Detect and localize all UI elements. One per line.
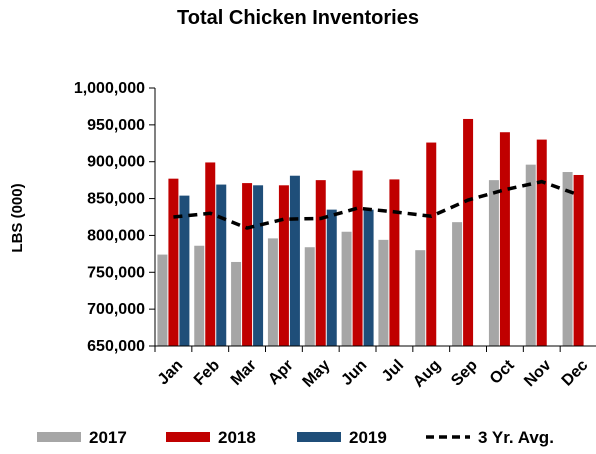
legend-swatch-2018 <box>166 432 210 442</box>
legend-label: 2018 <box>218 428 256 447</box>
legend: 2017 2018 2019 3 Yr. Avg. <box>37 428 554 447</box>
bar-2019-Mar <box>253 185 264 346</box>
bar-2017-Jun <box>341 231 352 346</box>
bar-2017-Sep <box>452 222 463 346</box>
x-tick-label: May <box>300 357 334 391</box>
y-tick-label: 900,000 <box>87 154 145 171</box>
bar-2018-Apr <box>278 185 289 346</box>
legend-label: 2017 <box>89 428 127 447</box>
y-tick-label: 650,000 <box>87 338 145 355</box>
bar-2018-Jun <box>352 170 363 346</box>
bar-2018-Aug <box>426 142 437 346</box>
bar-2017-Jul <box>378 239 389 346</box>
bar-2018-Mar <box>242 183 253 346</box>
legend-label: 3 Yr. Avg. <box>478 428 554 447</box>
legend-label: 2019 <box>349 428 387 447</box>
x-tick-label: Nov <box>521 357 554 390</box>
y-tick-label: 950,000 <box>87 117 145 134</box>
bar-2017-Aug <box>415 250 426 346</box>
x-tick-label: Feb <box>191 357 223 389</box>
legend-swatch-2017 <box>37 432 81 442</box>
bar-2017-Nov <box>525 164 536 346</box>
bar-2018-Jan <box>168 178 179 346</box>
bar-2019-Jun <box>363 209 374 346</box>
bar-2018-Jul <box>389 179 400 346</box>
bar-2017-Dec <box>562 172 573 346</box>
average-line <box>173 179 580 230</box>
bar-2019-Feb <box>216 184 227 346</box>
bar-2018-May <box>315 180 326 346</box>
bar-2018-Nov <box>536 139 547 346</box>
x-tick-label: Dec <box>559 357 592 390</box>
bar-2017-Apr <box>267 238 278 346</box>
axes <box>154 88 596 352</box>
x-tick-label: Mar <box>228 357 260 389</box>
bar-2018-Dec <box>573 174 584 346</box>
bar-2019-May <box>326 209 337 346</box>
y-tick-label: 850,000 <box>87 191 145 208</box>
bar-2017-Feb <box>194 245 205 346</box>
bar-2017-May <box>304 247 315 346</box>
y-tick-label: 750,000 <box>87 264 145 281</box>
bar-2017-Oct <box>488 180 499 346</box>
x-tick-label: Jul <box>379 357 407 385</box>
legend-swatch-2019 <box>297 432 341 442</box>
y-tick-label: 800,000 <box>87 227 145 244</box>
bar-2019-Jan <box>179 195 190 346</box>
bars <box>157 118 584 347</box>
bar-2019-Apr <box>289 175 300 346</box>
x-tick-label: Sep <box>448 357 481 390</box>
y-axis-label: LBS (000) <box>9 183 26 252</box>
chart-title: Total Chicken Inventories <box>177 7 419 29</box>
x-tick-label: Apr <box>265 357 297 389</box>
bar-2017-Mar <box>231 261 242 346</box>
x-tick-label: Aug <box>410 357 444 391</box>
bar-2017-Jan <box>157 254 168 346</box>
average-line-group <box>173 179 580 230</box>
x-axis-labels: Jan Feb Mar Apr May Jun Jul Aug Sep Oct Nov Dec <box>155 356 592 391</box>
x-tick-label: Jan <box>155 357 187 389</box>
x-tick-label: Jun <box>338 357 370 389</box>
x-tick-label: Oct <box>487 356 518 387</box>
bar-2018-Feb <box>205 162 216 346</box>
bar-2018-Oct <box>499 132 510 346</box>
y-tick-label: 700,000 <box>87 301 145 318</box>
y-tick-label: 1,000,000 <box>74 80 145 97</box>
y-axis: 650,000 700,000 750,000 800,000 850,000 900,0… <box>74 80 155 355</box>
bar-2018-Sep <box>463 118 474 347</box>
